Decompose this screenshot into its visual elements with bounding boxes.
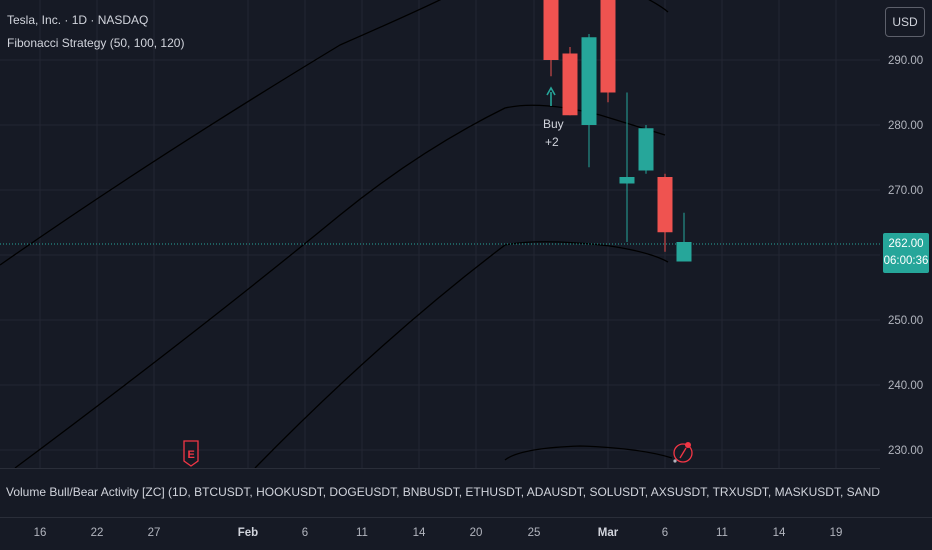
candle[interactable] [600, 0, 616, 103]
dividend-icon[interactable] [673, 442, 693, 463]
fib-line-3 [254, 241, 669, 469]
candle-body [581, 37, 597, 125]
time-axis[interactable]: 16 22 27 Feb 6 11 14 20 25 Mar 6 11 14 19 [34, 527, 843, 539]
buy-signal-qty: +2 [545, 135, 559, 149]
time-tick-label: 6 [302, 527, 308, 539]
fib-line-4 [504, 445, 673, 461]
time-tick-label: 16 [34, 527, 47, 539]
symbol-legend[interactable]: Tesla, Inc. · 1D · NASDAQ [7, 13, 149, 27]
candle[interactable] [619, 92, 635, 243]
time-tick-label: 19 [830, 527, 843, 539]
candle[interactable] [543, 0, 559, 77]
time-tick-label: 14 [413, 527, 426, 539]
candle-body [562, 53, 578, 116]
time-tick-label: Feb [238, 527, 258, 539]
time-tick-label: 14 [773, 527, 786, 539]
candle-body [638, 128, 654, 171]
time-tick-label: 20 [470, 527, 483, 539]
fib-line-1 [0, 0, 442, 266]
candle[interactable] [562, 47, 578, 116]
indicator-label[interactable]: Volume Bull/Bear Activity [ZC] (1D, BTCU… [6, 485, 880, 499]
candle[interactable] [676, 212, 692, 262]
candle-body [543, 0, 559, 60]
price-tick-label: 250.00 [888, 315, 923, 327]
time-tick-label: 25 [528, 527, 541, 539]
currency-button[interactable]: USD [885, 7, 925, 37]
last-price-value: 262.00 [888, 238, 924, 250]
bar-countdown: 06:00:36 [883, 255, 929, 267]
price-tick-label: 290.00 [888, 55, 923, 67]
price-tick-label: 280.00 [888, 120, 923, 132]
time-tick-label: Mar [598, 527, 619, 539]
time-tick-label: 11 [716, 527, 728, 539]
fib-line-1b [648, 0, 669, 13]
candle[interactable] [638, 125, 654, 174]
time-tick-label: 11 [356, 527, 368, 539]
buy-signal[interactable]: Buy +2 [543, 86, 564, 149]
earnings-icon[interactable]: E [183, 440, 199, 467]
candles [543, 0, 692, 262]
indicator-pane[interactable]: Volume Bull/Bear Activity [ZC] (1D, BTCU… [0, 469, 880, 517]
time-tick-label: 27 [148, 527, 161, 539]
grid [0, 0, 880, 468]
time-tick-label: 6 [662, 527, 668, 539]
candle[interactable] [657, 173, 673, 252]
svg-text:E: E [188, 449, 195, 461]
buy-signal-label: Buy [543, 117, 564, 131]
candle[interactable] [581, 34, 597, 168]
candle-body [657, 177, 673, 233]
time-tick-label: 22 [91, 527, 104, 539]
candle-body [600, 0, 616, 93]
price-axis[interactable]: 230.00 240.00 250.00 270.00 280.00 290.00 [888, 55, 923, 457]
last-price-badge: 262.00 06:00:36 [883, 233, 929, 273]
price-tick-label: 270.00 [888, 185, 923, 197]
price-tick-label: 230.00 [888, 445, 923, 457]
candle-body [676, 242, 692, 262]
price-tick-label: 240.00 [888, 380, 923, 392]
candle-body [619, 177, 635, 184]
fib-levels [0, 0, 673, 469]
fib-line-2 [14, 104, 666, 469]
strategy-legend[interactable]: Fibonacci Strategy (50, 100, 120) [7, 36, 185, 50]
buy-arrow-icon [546, 86, 556, 106]
